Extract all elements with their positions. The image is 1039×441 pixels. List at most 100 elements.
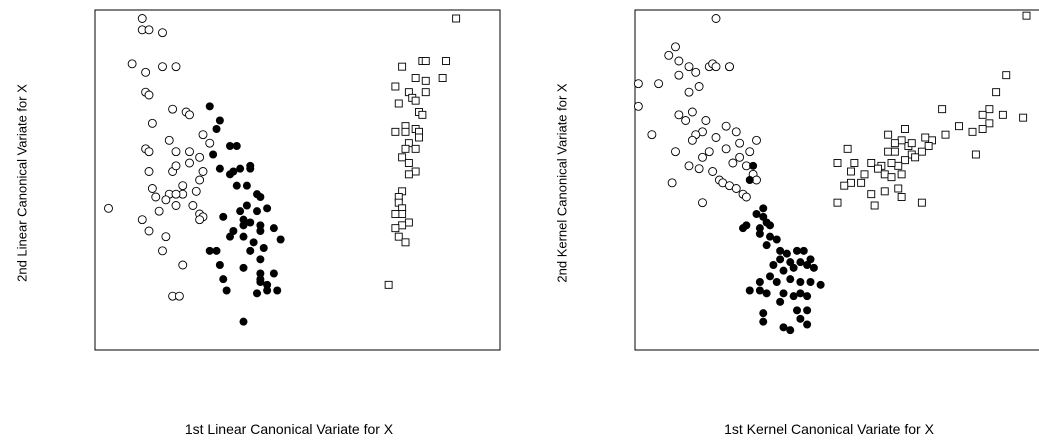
data-point-square (1022, 11, 1031, 20)
data-point-square (1002, 71, 1011, 80)
data-point-square (901, 156, 909, 165)
data-point-open-circle (104, 203, 113, 213)
data-point-open-circle (721, 144, 731, 154)
data-point-open-circle (731, 184, 741, 193)
data-point-open-circle (198, 130, 208, 140)
data-point-open-circle (667, 178, 677, 188)
data-point-open-circle (731, 127, 741, 137)
data-point-filled-circle (776, 246, 785, 255)
data-point-filled-circle (772, 278, 781, 286)
data-point-square (401, 238, 410, 247)
data-point-square (452, 14, 461, 23)
data-point-square (418, 110, 427, 119)
y-axis-label: 2nd Linear Canonical Variate for X (14, 84, 30, 282)
data-point-filled-circle (239, 317, 248, 326)
data-point-square (992, 88, 1001, 97)
data-point-square (894, 184, 903, 193)
data-point-open-circle (158, 62, 167, 72)
data-point-open-circle (684, 62, 694, 72)
data-point-square (833, 198, 842, 207)
data-point-filled-circle (273, 286, 282, 295)
data-point-open-circle (752, 135, 761, 145)
data-point-open-circle (144, 226, 154, 236)
data-point-open-circle (684, 161, 694, 171)
data-point-open-circle (674, 110, 684, 120)
data-point-open-circle (171, 201, 181, 210)
data-point-square (401, 144, 410, 153)
data-point-open-circle (127, 59, 137, 69)
data-point-square (874, 164, 882, 173)
data-point-square (394, 99, 403, 108)
data-point-filled-circle (762, 241, 771, 250)
data-point-open-circle (698, 198, 707, 208)
data-point-filled-circle (249, 238, 258, 247)
data-point-square (968, 127, 977, 136)
data-point-open-circle (171, 62, 181, 72)
linear-cca-panel: 2nd Linear Canonical Variate for X 1st L… (14, 9, 501, 437)
data-point-filled-circle (796, 289, 805, 298)
data-point-filled-circle (793, 246, 801, 255)
data-point-square (880, 187, 889, 196)
data-point-open-circle (694, 164, 704, 174)
data-point-filled-circle (776, 255, 785, 264)
data-point-open-circle (151, 192, 161, 202)
data-point-filled-circle (759, 317, 768, 326)
data-point-open-circle (137, 215, 147, 225)
data-point-filled-circle (256, 278, 265, 286)
data-point-filled-circle (766, 272, 774, 281)
data-point-open-circle (694, 82, 704, 91)
data-point-filled-circle (256, 227, 265, 235)
data-point-open-circle (171, 189, 181, 199)
data-point-open-circle (741, 192, 751, 202)
data-point-square (978, 125, 987, 133)
data-point-square (421, 76, 430, 85)
kernel-cca-panel: 2nd Kernel Canonical Variate for X 1st K… (540, 0, 1039, 441)
data-point-open-circle (154, 206, 164, 216)
data-point-filled-circle (796, 258, 805, 267)
data-point-square (897, 193, 906, 201)
data-point-filled-circle (742, 221, 751, 230)
data-point-filled-circle (759, 309, 768, 318)
data-point-square (985, 119, 994, 128)
data-point-filled-circle (776, 297, 785, 306)
data-point-square (847, 167, 855, 176)
data-point-square (438, 74, 447, 82)
data-point-filled-circle (212, 125, 221, 133)
data-point-filled-circle (215, 261, 224, 269)
data-point-square (421, 57, 430, 65)
data-point-square (391, 210, 400, 218)
data-point-filled-circle (789, 292, 798, 301)
data-point-square (384, 280, 393, 289)
data-point-open-circle (168, 104, 178, 114)
data-point-square (404, 218, 413, 227)
data-point-filled-circle (246, 218, 255, 227)
data-point-open-circle (647, 130, 657, 140)
data-point-square (998, 110, 1007, 119)
data-point-filled-circle (803, 261, 812, 269)
data-point-filled-circle (215, 164, 224, 173)
data-point-square (1019, 113, 1028, 122)
data-point-square (887, 159, 896, 167)
data-point-filled-circle (749, 161, 758, 170)
data-point-square (924, 142, 933, 150)
data-point-square (411, 167, 420, 176)
data-point-square (941, 130, 950, 139)
data-point-filled-circle (263, 280, 272, 289)
data-point-filled-circle (755, 224, 764, 233)
data-point-open-circle (178, 181, 188, 191)
data-point-square (890, 147, 899, 156)
data-point-square (911, 153, 920, 162)
data-point-filled-circle (209, 150, 218, 159)
data-point-square (985, 105, 994, 114)
data-point-filled-circle (242, 201, 251, 210)
data-point-filled-circle (239, 232, 248, 241)
data-point-open-circle (725, 62, 734, 72)
data-point-open-circle (171, 147, 181, 157)
data-point-square (921, 133, 930, 142)
data-point-filled-circle (769, 261, 778, 269)
plot-frame (94, 9, 501, 351)
data-point-filled-circle (276, 235, 285, 244)
data-point-filled-circle (766, 232, 774, 241)
data-point-open-circle (691, 67, 701, 77)
data-point-open-circle (205, 138, 215, 148)
